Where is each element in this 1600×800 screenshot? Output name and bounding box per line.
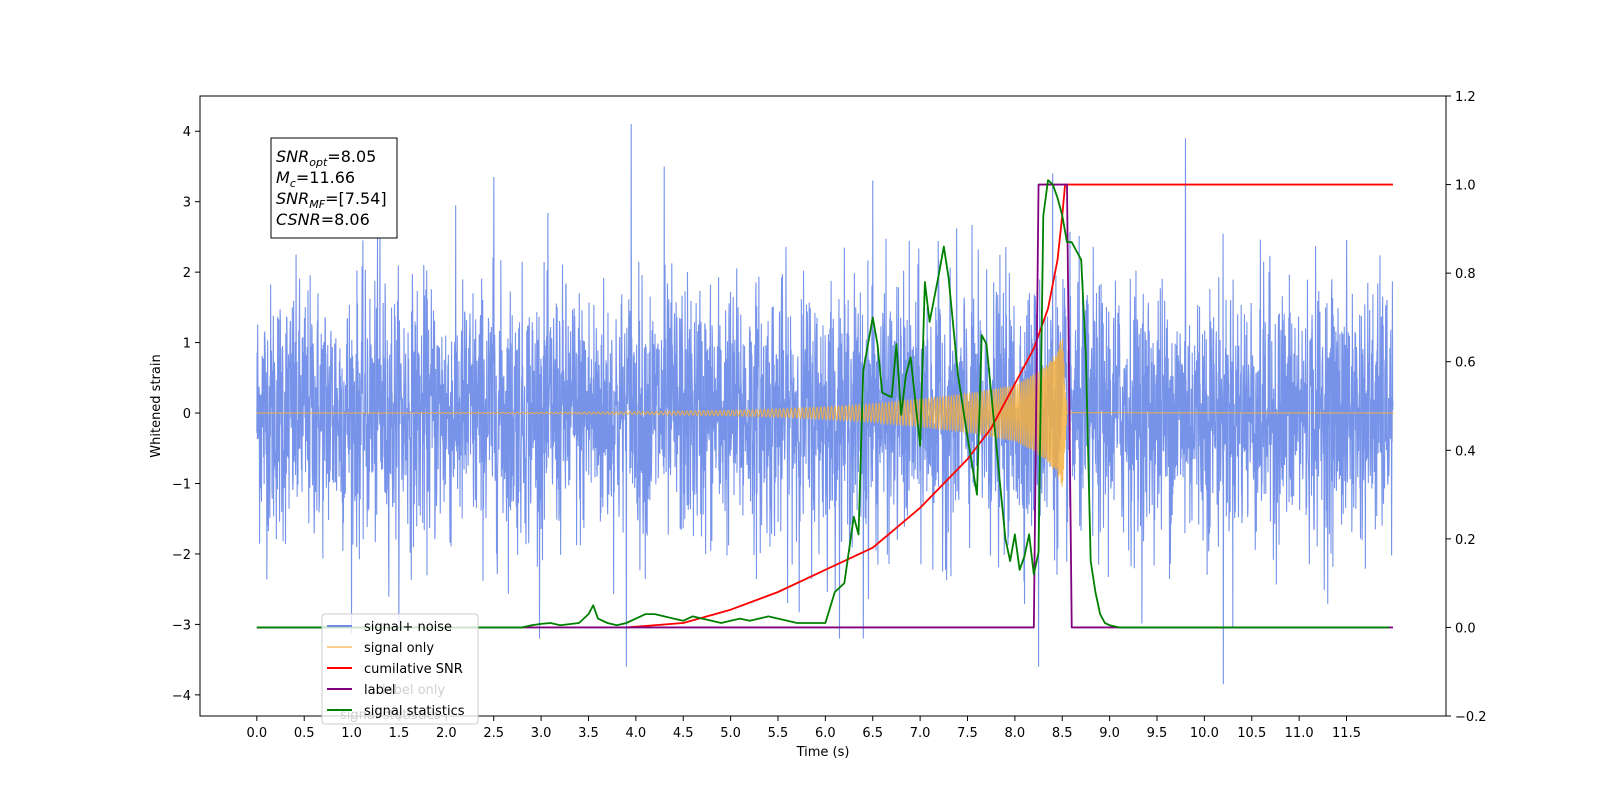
x-tick-label: 10.0 [1190, 726, 1219, 741]
x-tick-label: 5.5 [768, 726, 789, 741]
legend-frame [321, 613, 479, 725]
x-tick-label: 7.0 [910, 726, 931, 741]
x-tick-label: 3.0 [531, 726, 552, 741]
series-layer [256, 124, 1394, 685]
x-tick-label: 5.0 [720, 726, 741, 741]
stats-box-frame [270, 137, 398, 239]
x-tick-label: 0.0 [247, 726, 268, 741]
x-tick-label: 10.5 [1237, 726, 1266, 741]
y-left-tick-label: 2 [183, 266, 191, 281]
stats-entry: SNRMF=[7.54] [276, 189, 387, 211]
x-tick-label: 1.5 [389, 726, 410, 741]
y-right-tick-label: 0.4 [1455, 444, 1476, 459]
x-tick-label: 1.0 [341, 726, 362, 741]
y-right-tick-label: 0.0 [1455, 621, 1476, 636]
x-tick-label: 6.5 [862, 726, 883, 741]
x-tick-label: 7.5 [957, 726, 978, 741]
y-right-tick-label: −0.2 [1455, 710, 1487, 725]
y-left-tick-label: −2 [172, 548, 191, 563]
y-axis-left: −4 −3 −2 −1 0 1 2 3 4 [172, 125, 200, 704]
x-tick-label: 9.0 [1099, 726, 1120, 741]
y-left-tick-label: 0 [183, 407, 191, 422]
x-tick-label: 8.0 [1005, 726, 1026, 741]
plot-frame [199, 95, 1447, 717]
legend: label only signal statistics signal+ noise… [321, 613, 479, 725]
y-left-tick-label: 1 [183, 337, 191, 352]
series-signal-only-line [256, 338, 1394, 487]
y-right-tick-label: 0.8 [1455, 267, 1476, 282]
stats-entry: SNRopt=8.05 [276, 147, 376, 169]
legend-entry-label: signal only [364, 641, 434, 656]
y-left-tick-label: −1 [172, 478, 191, 493]
legend-ghost-text: label only [382, 683, 445, 698]
legend-entry-label: signal statistics [364, 704, 465, 719]
legend-entry-label: cumilative SNR [364, 662, 463, 677]
y-axis-label-left: Whitened strain [149, 354, 164, 457]
legend-entry-label: label [364, 683, 395, 698]
stats-entry: CSNR=8.06 [276, 210, 370, 229]
x-axis: 0.0 0.5 1.0 1.5 2.0 2.5 3.0 3.5 4.0 4.5 5.0 5.5 6.0 6… [247, 716, 1361, 741]
series-signal-noise-line [256, 124, 1394, 685]
series-signal-statistics-line [256, 179, 1390, 629]
stats-entry: Mc=11.66 [276, 168, 355, 190]
x-axis-label: Time (s) [796, 745, 850, 760]
x-tick-label: 4.0 [626, 726, 647, 741]
x-tick-label: 11.0 [1285, 726, 1314, 741]
y-axis-right: −0.2 0.0 0.2 0.4 0.6 0.8 1.0 1.2 [1446, 90, 1487, 725]
y-left-tick-label: 4 [183, 125, 191, 140]
y-right-tick-label: 0.2 [1455, 533, 1476, 548]
legend-ghost-text: signal statistics [340, 708, 441, 723]
y-right-tick-label: 1.0 [1455, 179, 1476, 194]
y-right-tick-label: 0.6 [1455, 356, 1476, 371]
x-tick-label: 9.5 [1147, 726, 1168, 741]
y-right-tick-label: 1.2 [1455, 90, 1476, 105]
x-tick-label: 8.5 [1052, 726, 1073, 741]
y-left-tick-label: 3 [183, 196, 191, 211]
x-tick-label: 11.5 [1332, 726, 1361, 741]
x-tick-label: 3.5 [578, 726, 599, 741]
y-left-tick-label: −3 [172, 618, 191, 633]
x-tick-label: 0.5 [294, 726, 315, 741]
y-left-tick-label: −4 [172, 689, 191, 704]
x-tick-label: 2.5 [483, 726, 504, 741]
x-tick-label: 2.0 [436, 726, 457, 741]
x-tick-label: 6.0 [815, 726, 836, 741]
x-tick-label: 4.5 [673, 726, 694, 741]
legend-entry-label: signal+ noise [364, 620, 452, 635]
